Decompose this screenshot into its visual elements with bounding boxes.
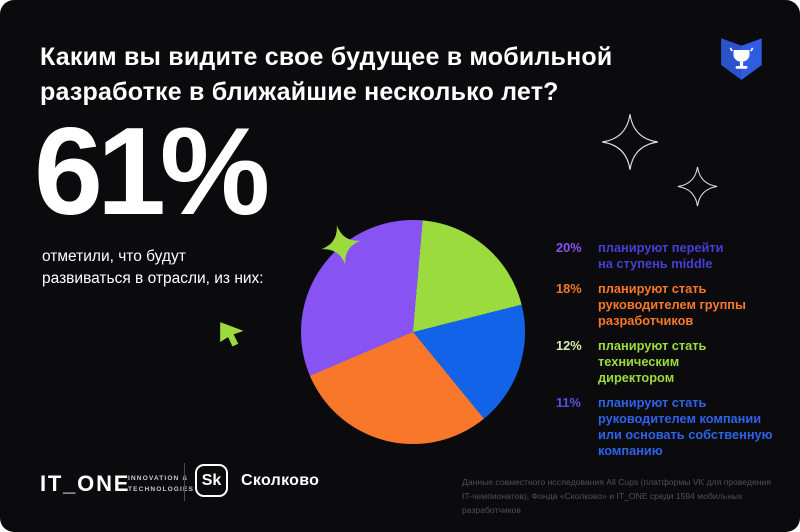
legend-item: 11% планируют стать руководителем компани…	[556, 395, 788, 459]
itone-logo: IT_ONE	[40, 471, 131, 496]
legend-percent: 20%	[556, 240, 582, 255]
legend-item: 20% планируют перейти на ступень middle	[556, 240, 788, 272]
outline-star-icon	[602, 114, 658, 170]
skolkovo-label: Сколково	[241, 472, 320, 489]
stat-description: отметили, что будут развиваться в отрасл…	[42, 248, 264, 288]
legend-percent: 11%	[556, 395, 581, 410]
cursor-arrow-icon	[220, 322, 244, 347]
legend-item: 18% планируют стать руководителем группы …	[556, 281, 788, 329]
trophy-badge-icon	[721, 38, 762, 80]
source-note: Данные совместного исследования All Cups…	[462, 477, 771, 515]
legend-percent: 12%	[556, 338, 582, 353]
pie-legend: 20% планируют перейти на ступень middle 18…	[556, 240, 788, 459]
legend-label: планируют стать техническим директором	[598, 338, 707, 385]
outline-star-icon	[677, 166, 718, 207]
legend-label: планируют перейти на ступень middle	[598, 240, 724, 271]
legend-label: планируют стать руководителем группы раз…	[598, 281, 746, 328]
page-title: Каким вы видите свое будущее в мобильной…	[40, 43, 613, 106]
legend-item: 12% планируют стать техническим директоро…	[556, 338, 788, 386]
stat-value: 61%	[34, 103, 270, 241]
pie-chart	[301, 220, 525, 444]
footer-divider	[184, 463, 185, 501]
legend-percent: 18%	[556, 281, 582, 296]
legend-label: планируют стать руководителем компании и…	[598, 395, 773, 458]
sparkle-star-icon	[321, 225, 361, 265]
skolkovo-sk-logo: Sk	[195, 464, 228, 497]
